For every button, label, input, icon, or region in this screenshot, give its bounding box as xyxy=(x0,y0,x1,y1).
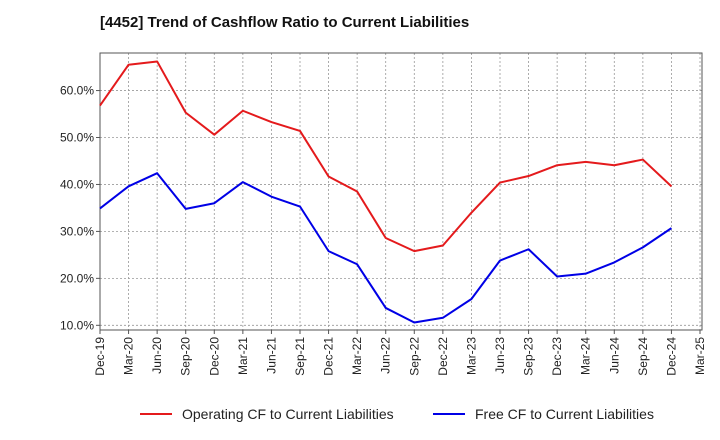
series-line-free-cf xyxy=(99,172,672,324)
y-tick-label: 30.0% xyxy=(60,224,94,238)
x-tick-label: Sep-23 xyxy=(522,337,536,376)
x-tick-label: Dec-19 xyxy=(93,337,107,376)
y-tick-label: 40.0% xyxy=(60,177,94,191)
legend-free-cf-label: Free CF to Current Liabilities xyxy=(475,406,654,422)
x-tick-label: Jun-23 xyxy=(493,337,507,374)
y-tick-label: 10.0% xyxy=(60,318,94,332)
y-tick-label: 60.0% xyxy=(60,84,94,98)
x-tick-label: Sep-22 xyxy=(407,337,421,376)
plot-area xyxy=(100,53,702,330)
x-tick-label: Dec-24 xyxy=(664,337,678,376)
legend-operating-cf-label: Operating CF to Current Liabilities xyxy=(182,406,394,422)
x-tick-label: Dec-23 xyxy=(550,337,564,376)
series-line-operating-cf xyxy=(99,60,673,253)
x-tick-label: Sep-21 xyxy=(293,337,307,376)
x-tick-label: Jun-21 xyxy=(264,337,278,374)
x-tick-label: Mar-21 xyxy=(236,337,250,375)
x-tick-label: Dec-20 xyxy=(207,337,221,376)
x-tick-label: Mar-25 xyxy=(693,337,707,375)
x-tick-label: Mar-24 xyxy=(579,337,593,375)
x-tick-label: Jun-22 xyxy=(379,337,393,374)
x-tick-label: Mar-23 xyxy=(464,337,478,375)
x-tick-label: Mar-22 xyxy=(350,337,364,375)
x-tick-label: Dec-21 xyxy=(322,337,336,376)
x-tick-label: Sep-24 xyxy=(636,337,650,376)
y-tick-label: 20.0% xyxy=(60,271,94,285)
x-tick-label: Jun-24 xyxy=(607,337,621,374)
y-tick-label: 50.0% xyxy=(60,131,94,145)
chart-title: [4452] Trend of Cashflow Ratio to Curren… xyxy=(100,14,470,31)
x-tick-label: Jun-20 xyxy=(150,337,164,374)
x-tick-label: Dec-22 xyxy=(436,337,450,376)
x-tick-label: Sep-20 xyxy=(179,337,193,376)
plot-frame xyxy=(99,52,703,331)
x-tick-label: Mar-20 xyxy=(122,337,136,375)
